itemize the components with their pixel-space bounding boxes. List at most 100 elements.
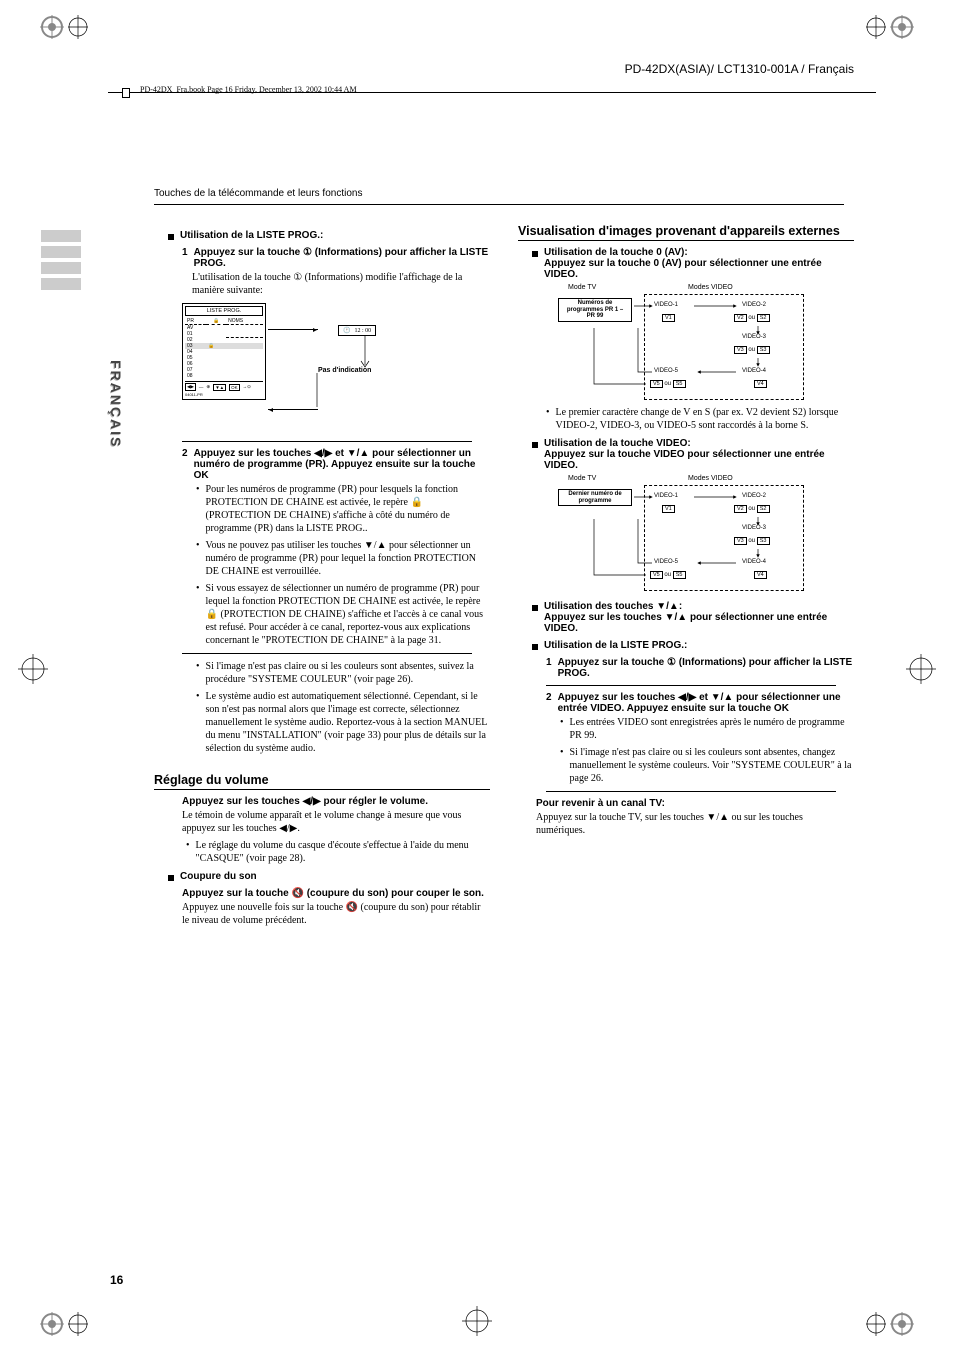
- chapter-title: Touches de la télécommande et leurs fonc…: [154, 188, 362, 199]
- step-number: 2: [546, 692, 552, 714]
- book-stamp: PD-42DX_Fra.book Page 16 Friday, Decembe…: [140, 85, 357, 94]
- listprog-panel: LISTE PROG. PR🔒NOMS AV 01 02 03🔒 04 05 0…: [182, 303, 266, 400]
- section-liste-prog-r: Utilisation de la LISTE PROG.:: [532, 640, 854, 653]
- no-indication-label: Pas d'indication: [318, 367, 371, 374]
- chip-row-4: V4: [754, 571, 767, 579]
- step-number: 1: [546, 657, 552, 679]
- chip-row-1: V1: [662, 505, 675, 513]
- square-bullet-icon: [532, 642, 538, 653]
- step-text: Appuyez sur la touche ① (Informations) p…: [194, 247, 490, 269]
- r-notes: Les entrées VIDEO sont enregistrées aprè…: [560, 716, 854, 785]
- modes-video-label: Modes VIDEO: [688, 284, 733, 291]
- modes-video-label: Modes VIDEO: [688, 475, 733, 482]
- r-step-1: 1 Appuyez sur la touche ① (Informations)…: [546, 657, 854, 679]
- listprog-id: 04011-PR: [185, 392, 263, 397]
- square-bullet-icon: [168, 232, 174, 243]
- r-step-2: 2 Appuyez sur les touches ◀/▶ et ▼/▲ pou…: [546, 692, 854, 714]
- listprog-title: LISTE PROG.: [185, 306, 263, 316]
- instr-text: Appuyez sur les touches ◀/▶ pour régler …: [182, 796, 428, 807]
- square-bullet-icon: [532, 249, 538, 260]
- seed-box: Numéros de programmes PR 1 – PR 99: [558, 298, 632, 322]
- section-title: Utilisation de la touche VIDEO:Appuyez s…: [544, 438, 854, 471]
- vol-instruction: Appuyez sur les touches ◀/▶ pour régler …: [182, 796, 490, 807]
- column-right: Visualisation d'images provenant d'appar…: [518, 224, 854, 931]
- page-number: 16: [110, 1273, 123, 1287]
- chip-row-2: V2 ou S2: [734, 314, 770, 322]
- step-text: Appuyez sur la touche ① (Informations) p…: [558, 657, 854, 679]
- language-tab: FRANÇAIS: [108, 360, 124, 448]
- list-item: Si vous essayez de sélectionner un numér…: [196, 582, 490, 647]
- seed-box: Dernier numéro de programme: [558, 489, 632, 506]
- square-bullet-icon: [532, 603, 538, 614]
- crop-mark-bottom: [462, 1306, 492, 1339]
- column-left: Utilisation de la LISTE PROG.: 1 Appuyez…: [154, 224, 490, 931]
- rule-1: [182, 441, 472, 442]
- arrow-to-clock: [268, 329, 318, 330]
- list-item: Le système audio est automatiquement sél…: [196, 690, 490, 755]
- list-item: Les entrées VIDEO sont enregistrées aprè…: [560, 716, 854, 742]
- chip-row-3: V3 ou S3: [734, 346, 770, 354]
- step-1: 1 Appuyez sur la touche ① (Informations)…: [182, 247, 490, 269]
- instr-text: Appuyez sur la touche 🔇 (coupure du son)…: [182, 888, 484, 899]
- node-v3: VIDEO-3: [742, 334, 766, 340]
- notes-list-2: Si l'image n'est pas claire ou si les co…: [196, 660, 490, 755]
- section-title: Utilisation de la LISTE PROG.:: [544, 640, 687, 651]
- step-text: Appuyez sur les touches ◀/▶ et ▼/▲ pour …: [194, 448, 490, 481]
- node-v3: VIDEO-3: [742, 525, 766, 531]
- flow-diagram-2: Mode TV Modes VIDEO Dernier numéro de pr…: [558, 475, 854, 595]
- section-visualisation: Visualisation d'images provenant d'appar…: [518, 224, 854, 241]
- chip-row-1: V1: [662, 314, 675, 322]
- step-1-body: L'utilisation de la touche ① (Informatio…: [192, 271, 490, 297]
- list-item: Si l'image n'est pas claire ou si les co…: [196, 660, 490, 686]
- listprog-footer: ◀▶—⊕ ▼▲OK→⊙: [185, 381, 263, 391]
- step-number: 1: [182, 247, 188, 269]
- node-v1: VIDEO-1: [654, 302, 678, 308]
- step-2: 2 Appuyez sur les touches ◀/▶ et ▼/▲ pou…: [182, 448, 490, 481]
- list-item: Si l'image n'est pas claire ou si les co…: [560, 746, 854, 785]
- notes-list-1: Pour les numéros de programme (PR) pour …: [196, 483, 490, 647]
- crop-mark-br: [866, 1309, 914, 1339]
- chapter-rule: [154, 204, 844, 205]
- section-touche-video: Utilisation de la touche VIDEO:Appuyez s…: [532, 438, 854, 471]
- crop-mark-top-right: [866, 12, 914, 42]
- coupure-instruction: Appuyez sur la touche 🔇 (coupure du son)…: [182, 888, 490, 899]
- node-v5: VIDEO-5: [654, 559, 678, 565]
- crop-mark-bl: [40, 1309, 88, 1339]
- vol-notes: Le réglage du volume du casque d'écoute …: [186, 839, 490, 865]
- coupure-body: Appuyez une nouvelle fois sur la touche …: [182, 901, 490, 927]
- chip-row-2: V2 ou S2: [734, 505, 770, 513]
- clock-icon: 🕐: [343, 327, 350, 334]
- section-liste-prog: Utilisation de la LISTE PROG.:: [168, 230, 490, 243]
- node-v4: VIDEO-4: [742, 559, 766, 565]
- chip-row-5: V5 ou S5: [650, 571, 686, 579]
- step-text: Appuyez sur les touches ◀/▶ et ▼/▲ pour …: [558, 692, 854, 714]
- vol-body: Le témoin de volume apparaît et le volum…: [182, 809, 490, 835]
- header-product: PD-42DX(ASIA)/ LCT1310-001A / Français: [625, 62, 854, 76]
- side-target-right: [906, 654, 936, 687]
- clock-time: 12 : 00: [354, 328, 371, 334]
- section-touches-arrows: Utilisation des touches ▼/▲:Appuyez sur …: [532, 601, 854, 634]
- chip-row-3: V3 ou S3: [734, 537, 770, 545]
- step-number: 2: [182, 448, 188, 481]
- return-body: Appuyez sur la touche TV, sur les touche…: [536, 811, 854, 837]
- arrow-down-2: [310, 373, 324, 413]
- mode-tv-label: Mode TV: [568, 475, 596, 482]
- section-title: Utilisation de la touche 0 (AV):Appuyez …: [544, 247, 854, 280]
- section-touche-0av: Utilisation de la touche 0 (AV):Appuyez …: [532, 247, 854, 280]
- list-item: Le premier caractère change de V en S (p…: [546, 406, 854, 432]
- square-bullet-icon: [168, 873, 174, 884]
- mode-tv-label: Mode TV: [568, 284, 596, 291]
- section-title: Coupure du son: [180, 871, 257, 882]
- list-item: Vous ne pouvez pas utiliser les touches …: [196, 539, 490, 578]
- crop-mark-top-left: [40, 12, 88, 42]
- chip-row-5: V5 ou S5: [650, 380, 686, 388]
- node-v5: VIDEO-5: [654, 368, 678, 374]
- section-reglage-volume: Réglage du volume: [154, 773, 490, 790]
- node-v2: VIDEO-2: [742, 302, 766, 308]
- node-v1: VIDEO-1: [654, 493, 678, 499]
- chip-row-4: V4: [754, 380, 767, 388]
- list-item: Le réglage du volume du casque d'écoute …: [186, 839, 490, 865]
- section-title: Utilisation de la LISTE PROG.:: [180, 230, 323, 241]
- listprog-table: PR🔒NOMS AV 01 02 03🔒 04 05 06 07 08: [185, 318, 263, 379]
- content-grid: Utilisation de la LISTE PROG.: 1 Appuyez…: [154, 224, 854, 931]
